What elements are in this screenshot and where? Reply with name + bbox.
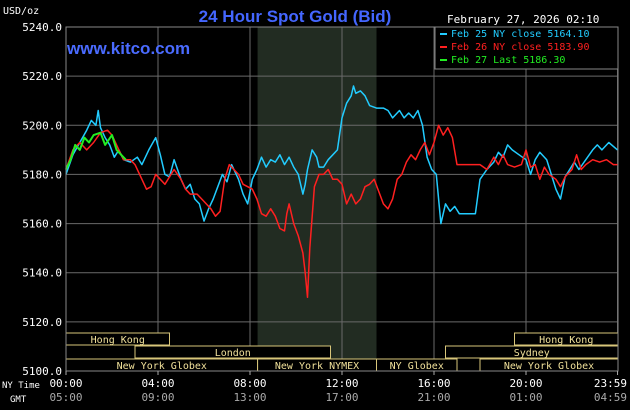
session-label: New York Globex [504, 361, 594, 372]
x-tick-label-gmt: 17:00 [325, 391, 358, 404]
legend-item-label: Feb 27 Last 5186.30 [451, 55, 565, 66]
legend-item-label: Feb 25 NY close 5164.10 [451, 29, 589, 40]
legend-box [434, 26, 619, 70]
x-tick-label-gmt: 21:00 [417, 391, 450, 404]
session-box: Hong Kong [65, 332, 170, 346]
session-label: Hong Kong [539, 335, 593, 346]
session-label: NY Globex [390, 361, 444, 372]
y-tick-label: 5140.0 [22, 267, 62, 280]
y-tick-label: 5120.0 [22, 316, 62, 329]
nymex-session-shading [257, 27, 377, 371]
series-line-2 [65, 131, 127, 170]
x-tick-label-ny: 20:00 [509, 377, 542, 390]
y-tick-label: 5200.0 [22, 119, 62, 132]
session-box: New York Globex [479, 358, 619, 372]
legend-item-label: Feb 26 NY close 5183.90 [451, 42, 589, 53]
x-tick-label-gmt: 05:00 [49, 391, 82, 404]
x-axis-ny-time-label: NY Time [2, 381, 40, 391]
legend: Feb 25 NY close 5164.10 Feb 26 NY close 5… [434, 26, 619, 70]
session-box: London [134, 345, 331, 359]
y-tick-label: 5180.0 [22, 168, 62, 181]
x-tick-label-gmt: 04:59 [594, 391, 627, 404]
x-tick-label-gmt: 01:00 [509, 391, 542, 404]
session-box: New York Globex [65, 358, 259, 372]
session-box: NY Globex [376, 358, 458, 372]
y-axis: 5240.0 5220.0 5200.0 5180.0 5160.0 5140.0 5120… [22, 21, 62, 378]
y-tick-label: 5100.0 [22, 365, 62, 378]
session-box: New York NYMEX [257, 358, 377, 372]
session-label: New York Globex [117, 361, 207, 372]
series-lines [65, 85, 618, 299]
session-label: New York NYMEX [275, 361, 359, 372]
session-label: Sydney [514, 348, 550, 359]
y-tick-label: 5220.0 [22, 70, 62, 83]
session-label: Hong Kong [91, 335, 145, 346]
chart-title: 24 Hour Spot Gold (Bid) [199, 7, 392, 26]
y-axis-unit-label: USD/oz [3, 6, 39, 17]
session-label: London [215, 348, 251, 359]
session-bar [134, 345, 331, 359]
x-tick-label-ny: 16:00 [417, 377, 450, 390]
x-tick-label-ny: 23:59 [594, 377, 627, 390]
x-tick-label-gmt: 13:00 [233, 391, 266, 404]
series-line-0 [65, 85, 618, 225]
session-box: Sydney [445, 345, 619, 359]
x-tick-label-ny: 12:00 [325, 377, 358, 390]
x-tick-label-ny: 08:00 [233, 377, 266, 390]
y-tick-label: 5240.0 [22, 21, 62, 34]
date-label: February 27, 2026 02:10 [447, 13, 599, 26]
watermark: www.kitco.com [66, 39, 190, 58]
series-line-1 [65, 124, 618, 299]
y-tick-label: 5160.0 [22, 218, 62, 231]
x-tick-label-ny: 04:00 [141, 377, 174, 390]
x-tick-label-gmt: 09:00 [141, 391, 174, 404]
session-box: Hong Kong [514, 332, 619, 346]
x-tick-label-ny: 00:00 [49, 377, 82, 390]
x-axis-gmt-label: GMT [10, 395, 27, 405]
